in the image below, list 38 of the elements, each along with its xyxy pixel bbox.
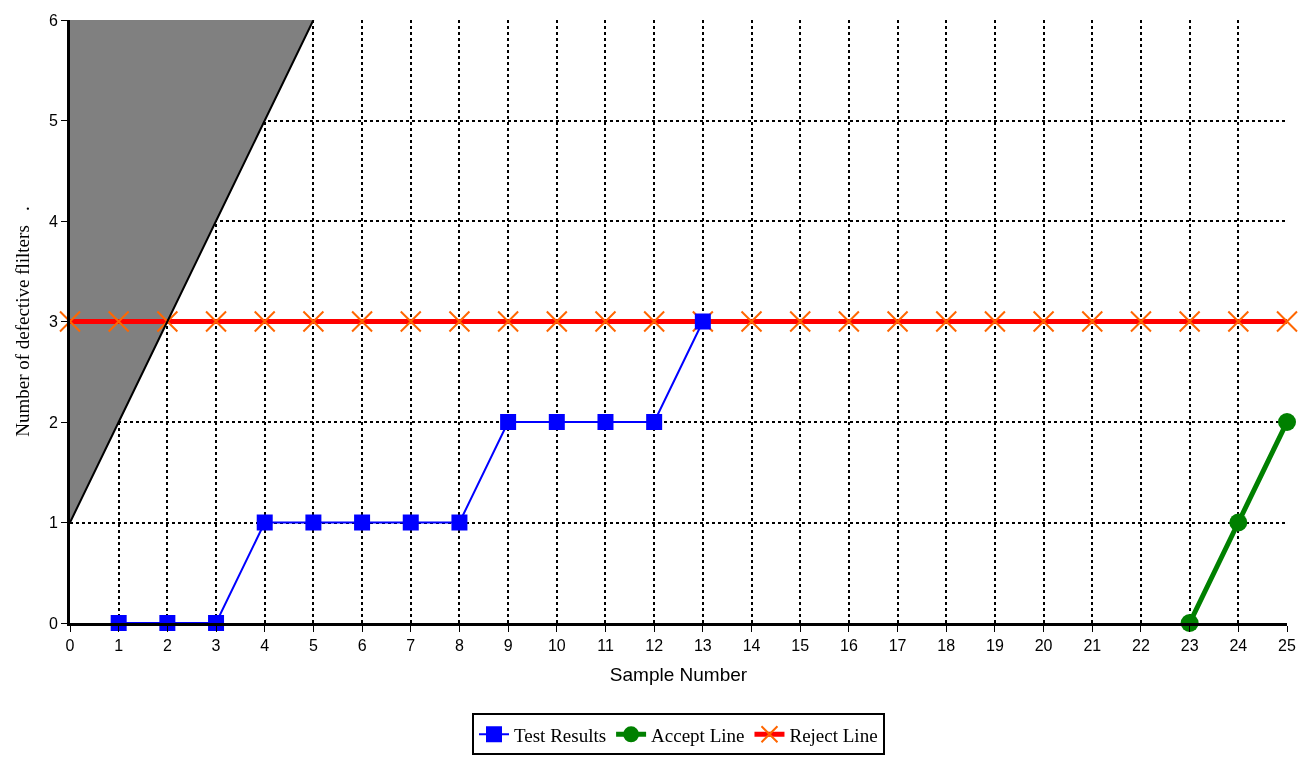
x-tick-label: 13 <box>693 637 712 655</box>
x-tick-label: 12 <box>645 637 664 655</box>
x-tick-label: 22 <box>1132 637 1150 655</box>
x-tick-label: 17 <box>888 637 907 655</box>
y-tick-label: 1 <box>48 514 58 532</box>
x-tick-label: 5 <box>308 637 318 655</box>
y-tick-label: 2 <box>48 413 58 431</box>
x-tick-label: 14 <box>742 637 761 655</box>
x-tick-label: 4 <box>260 637 270 655</box>
y-tick-label: 4 <box>48 212 58 230</box>
x-tick-label: 10 <box>547 637 566 655</box>
legend-label: Accept Line <box>651 724 745 746</box>
x-tick-label: 23 <box>1180 637 1199 655</box>
x-tick-label: 16 <box>839 637 858 655</box>
y-tick-label: 0 <box>48 614 58 632</box>
x-tick-label: 2 <box>162 637 172 655</box>
y-tick-label: 3 <box>48 313 58 331</box>
legend-label: Test Results <box>514 724 607 746</box>
x-tick-label: 9 <box>503 637 513 655</box>
x-tick-label: 7 <box>406 637 416 655</box>
x-tick-label: 3 <box>211 637 221 655</box>
x-tick-label: 20 <box>1034 637 1053 655</box>
x-tick-label: 25 <box>1278 637 1296 655</box>
x-axis-title: Sample Number <box>609 664 748 685</box>
x-tick-label: 15 <box>791 637 810 655</box>
x-tick-label: 18 <box>937 637 956 655</box>
x-tick-label: 0 <box>65 637 75 655</box>
y-tick-label: 6 <box>48 11 58 29</box>
x-tick-label: 21 <box>1083 637 1102 655</box>
y-tick-label: 5 <box>48 112 58 130</box>
y-axis-title: Number of defective flilters . <box>11 206 33 437</box>
legend-label: Reject Line <box>789 724 878 746</box>
x-tick-label: 24 <box>1229 637 1248 655</box>
x-tick-label: 1 <box>114 637 124 655</box>
x-tick-label: 6 <box>357 637 367 655</box>
x-tick-label: 11 <box>597 637 614 655</box>
x-tick-label: 8 <box>454 637 464 655</box>
x-tick-label: 19 <box>986 637 1004 655</box>
